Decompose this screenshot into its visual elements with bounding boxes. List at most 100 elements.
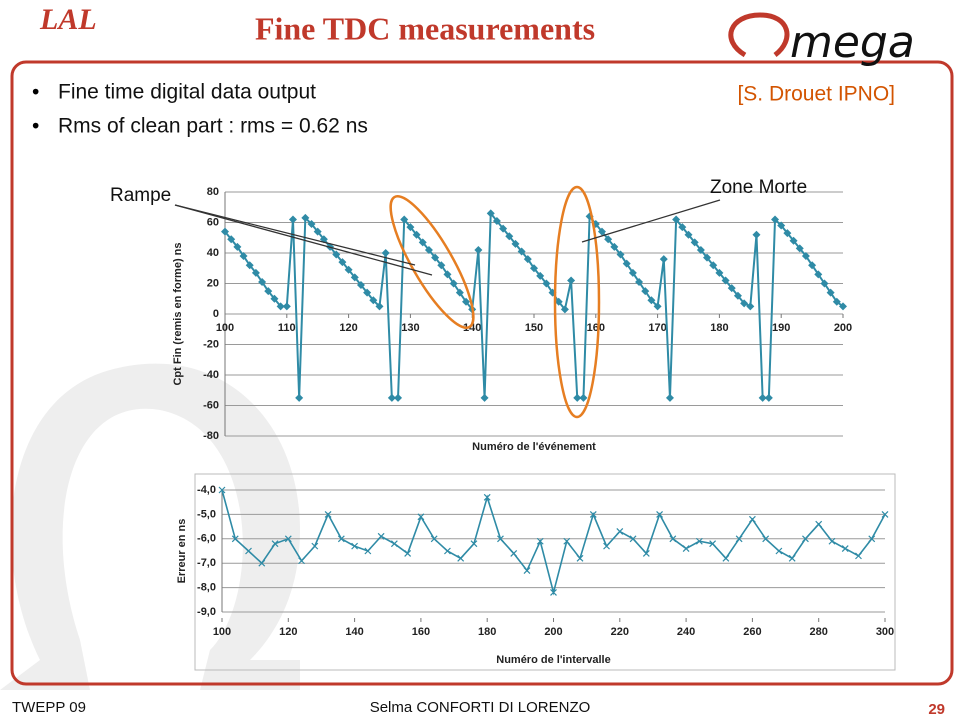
marker bbox=[474, 245, 483, 254]
marker bbox=[616, 250, 625, 259]
marker bbox=[733, 291, 742, 300]
marker bbox=[449, 279, 458, 288]
marker bbox=[311, 542, 319, 550]
footer-center: Selma CONFORTI DI LORENZO bbox=[370, 699, 591, 716]
marker bbox=[523, 567, 531, 574]
marker bbox=[462, 297, 471, 306]
x-tick-label: 170 bbox=[648, 322, 666, 334]
marker bbox=[740, 299, 749, 308]
marker bbox=[298, 557, 305, 565]
marker bbox=[832, 297, 841, 306]
x-tick-label: 200 bbox=[834, 322, 852, 334]
marker bbox=[282, 302, 291, 311]
annotation: Zone Morte bbox=[710, 177, 807, 198]
marker bbox=[563, 537, 571, 545]
marker bbox=[628, 268, 637, 277]
marker bbox=[841, 545, 849, 552]
marker bbox=[424, 245, 433, 254]
marker bbox=[828, 537, 836, 545]
x-tick-label: 300 bbox=[876, 626, 894, 638]
y-tick-label: -8,0 bbox=[197, 582, 216, 594]
marker bbox=[678, 223, 687, 232]
marker bbox=[231, 535, 239, 543]
marker bbox=[406, 223, 415, 232]
marker bbox=[284, 535, 292, 543]
marker bbox=[417, 513, 425, 521]
x-tick-label: 100 bbox=[213, 626, 231, 638]
marker bbox=[820, 279, 829, 288]
x-tick-label: 160 bbox=[412, 626, 430, 638]
highlight bbox=[553, 185, 601, 419]
marker bbox=[789, 236, 798, 245]
marker bbox=[573, 393, 582, 402]
marker bbox=[746, 302, 755, 311]
bullet: Fine time digital data output bbox=[58, 81, 316, 104]
marker bbox=[709, 540, 717, 548]
marker bbox=[394, 393, 403, 402]
marker bbox=[276, 302, 285, 311]
marker bbox=[239, 252, 248, 261]
marker bbox=[530, 264, 538, 273]
marker bbox=[517, 247, 526, 256]
marker bbox=[603, 542, 610, 550]
marker bbox=[783, 229, 792, 238]
x-tick-label: 220 bbox=[611, 626, 629, 638]
marker bbox=[264, 287, 273, 296]
y-tick-label: -9,0 bbox=[197, 606, 216, 618]
x-tick-label: 240 bbox=[677, 626, 695, 638]
marker bbox=[727, 284, 736, 293]
marker bbox=[295, 393, 304, 402]
marker bbox=[795, 244, 804, 253]
y-tick-label: 60 bbox=[207, 216, 219, 228]
marker bbox=[771, 215, 780, 224]
x-tick-label: 180 bbox=[478, 626, 496, 638]
marker bbox=[536, 537, 544, 545]
y-axis-title: Cpt Fin (remis en forme) ns bbox=[172, 242, 184, 385]
marker bbox=[665, 393, 674, 402]
marker bbox=[748, 515, 756, 523]
arrow bbox=[581, 199, 721, 243]
x-tick-label: 140 bbox=[463, 322, 481, 334]
y-tick-label: 40 bbox=[207, 247, 219, 259]
marker bbox=[868, 535, 876, 543]
x-axis-title: Numéro de l'intervalle bbox=[496, 654, 611, 666]
marker bbox=[492, 216, 501, 225]
marker bbox=[715, 268, 724, 277]
x-tick-label: 160 bbox=[587, 322, 605, 334]
marker bbox=[752, 230, 761, 239]
x-tick-label: 120 bbox=[339, 322, 357, 334]
marker bbox=[777, 221, 786, 230]
x-tick-label: 190 bbox=[772, 322, 790, 334]
marker bbox=[301, 213, 310, 222]
marker bbox=[554, 297, 563, 306]
marker bbox=[764, 393, 773, 402]
marker bbox=[437, 261, 446, 270]
marker bbox=[258, 559, 266, 567]
x-tick-label: 200 bbox=[544, 626, 562, 638]
marker bbox=[815, 520, 823, 528]
marker bbox=[381, 249, 390, 257]
marker bbox=[375, 302, 384, 311]
marker bbox=[511, 239, 520, 248]
marker bbox=[307, 220, 316, 229]
marker bbox=[656, 510, 664, 518]
marker bbox=[855, 552, 862, 560]
marker bbox=[351, 542, 359, 550]
marker bbox=[682, 545, 690, 552]
marker bbox=[443, 270, 452, 279]
marker bbox=[721, 276, 730, 285]
marker bbox=[387, 393, 396, 402]
marker bbox=[486, 209, 495, 218]
marker bbox=[808, 261, 817, 270]
marker bbox=[455, 288, 464, 297]
x-tick-label: 130 bbox=[401, 322, 419, 334]
marker bbox=[622, 259, 631, 268]
marker bbox=[499, 224, 508, 233]
marker bbox=[510, 550, 518, 557]
arrow bbox=[174, 204, 416, 266]
marker bbox=[669, 535, 677, 543]
marker bbox=[418, 238, 427, 247]
marker bbox=[337, 535, 345, 543]
marker bbox=[576, 554, 584, 562]
